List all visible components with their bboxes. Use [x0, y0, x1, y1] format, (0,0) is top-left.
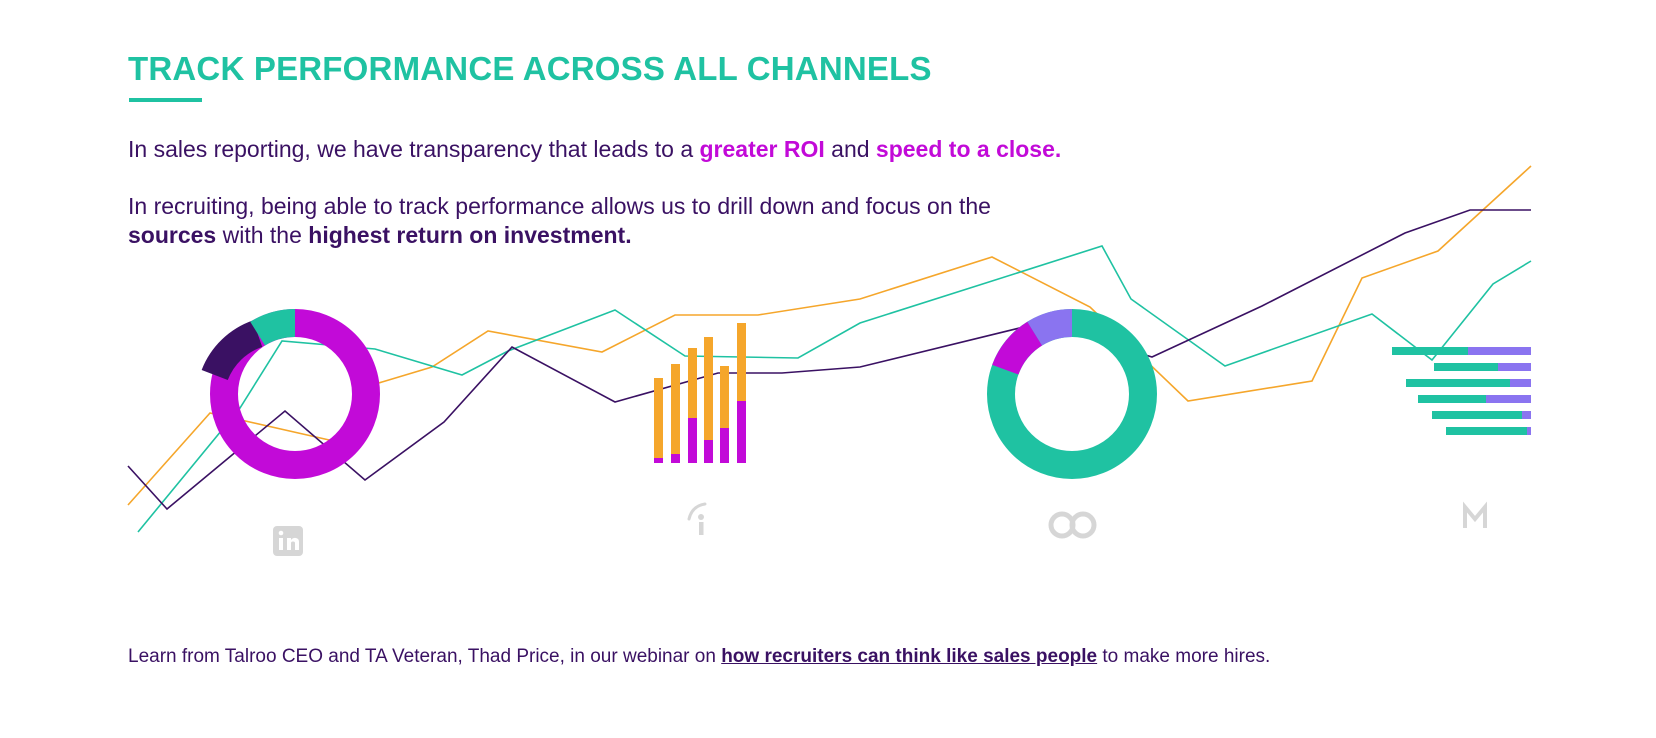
hbar-lavender: [1510, 379, 1531, 387]
bar-magenta: [737, 401, 746, 463]
sources-bold: sources: [128, 222, 217, 248]
bar-magenta: [671, 454, 680, 463]
highest-roi-bold: highest return on investment.: [308, 222, 632, 248]
recruiting-paragraph: In recruiting, being able to track perfo…: [128, 192, 991, 250]
bar-orange: [671, 364, 680, 454]
indeed-icon: [687, 502, 707, 535]
bar-orange: [737, 323, 746, 401]
linkedin-donut-chart: [201, 308, 380, 479]
footer-text-1: Learn from Talroo CEO and TA Veteran, Th…: [128, 646, 722, 667]
footer-text-2: to make more hires.: [1097, 646, 1271, 667]
linkedin-icon: [273, 526, 303, 556]
greater-roi-highlight: greater ROI: [699, 136, 825, 162]
hbar-teal: [1434, 363, 1498, 371]
bar-magenta: [704, 440, 713, 463]
hbar-teal: [1406, 379, 1510, 387]
monster-bar-chart: [1392, 347, 1531, 435]
donut-segment-teal: [250, 308, 296, 346]
bar-magenta: [654, 458, 663, 463]
title-underline: [129, 98, 202, 102]
bar-magenta: [688, 418, 697, 463]
hbar-lavender: [1468, 347, 1531, 355]
hbar-lavender: [1527, 427, 1531, 435]
hbar-teal: [1418, 395, 1486, 403]
webinar-link[interactable]: how recruiters can think like sales peop…: [721, 646, 1098, 667]
page-title: TRACK PERFORMANCE ACROSS ALL CHANNELS: [128, 50, 932, 87]
hbar-lavender: [1498, 363, 1531, 371]
recruiting-text-2: with the: [216, 222, 309, 248]
donut-segment-purple: [201, 320, 263, 381]
bar-orange: [720, 366, 729, 428]
monster-icon: [1463, 501, 1487, 528]
sales-text-1: In sales reporting, we have transparency…: [128, 136, 700, 162]
link-icon: [1048, 511, 1097, 539]
hbar-lavender: [1522, 411, 1531, 419]
sales-paragraph: In sales reporting, we have transparency…: [128, 135, 1061, 164]
donut-segment-magenta: [992, 321, 1043, 376]
bar-orange: [688, 348, 697, 418]
hbar-teal: [1432, 411, 1522, 419]
recruiting-text-1: In recruiting, being able to track perfo…: [128, 193, 991, 219]
hbar-lavender: [1486, 395, 1531, 403]
hbar-teal: [1446, 427, 1527, 435]
teal-line: [137, 245, 1532, 533]
bar-magenta: [720, 428, 729, 463]
hbar-teal: [1392, 347, 1468, 355]
donut-segment-lavender: [1027, 309, 1073, 346]
speed-to-close-highlight: speed to a close.: [875, 136, 1062, 162]
bar-orange: [704, 337, 713, 440]
indeed-bar-chart: [654, 323, 746, 463]
footer-text: Learn from Talroo CEO and TA Veteran, Th…: [128, 646, 1270, 668]
link-donut-chart: [987, 309, 1157, 479]
sales-text-2: and: [824, 136, 876, 162]
bar-orange: [654, 378, 663, 458]
